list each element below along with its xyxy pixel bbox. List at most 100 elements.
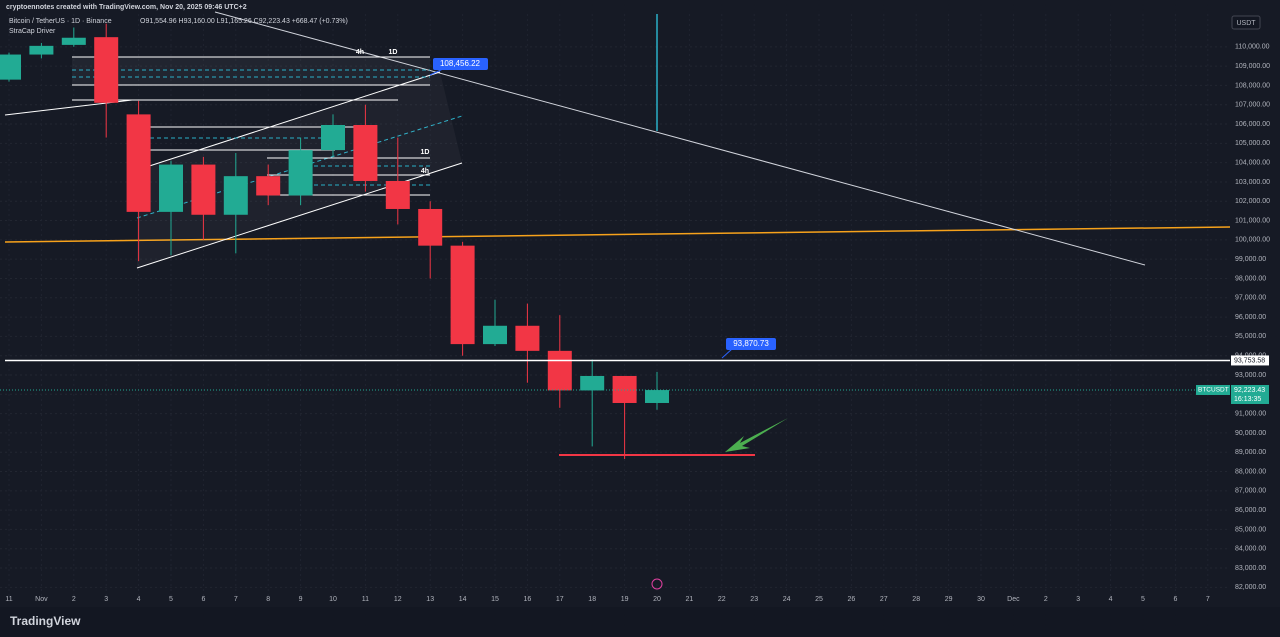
y-tick-label: 90,000.00 — [1235, 430, 1266, 437]
annotation: 4h — [421, 168, 429, 175]
y-tick-label: 109,000.00 — [1235, 63, 1270, 70]
x-tick-label: 7 — [1206, 596, 1210, 603]
candle-body — [418, 208, 443, 246]
callout-box — [726, 338, 776, 350]
trend-line — [214, 11, 1146, 266]
x-tick-label: 3 — [104, 596, 108, 603]
indicator: StraCap Driver — [9, 28, 56, 35]
candle-body — [191, 164, 216, 215]
x-tick-label: 14 — [459, 596, 467, 603]
x-tick-label: 6 — [201, 596, 205, 603]
x-tick-label: 22 — [718, 596, 726, 603]
event-icon — [651, 578, 663, 590]
candle-body — [483, 325, 507, 345]
x-tick-label: 11 — [5, 596, 12, 603]
candle-body — [29, 45, 54, 55]
x-tick-label: 11 — [362, 596, 369, 603]
candle-body — [515, 325, 540, 351]
candle-body — [126, 114, 151, 212]
symbol-title: Bitcoin / TetherUS · 1D · Binance — [9, 18, 112, 25]
annotation: 4h — [356, 49, 364, 56]
currency-box[interactable] — [1231, 15, 1261, 30]
candle-body — [0, 54, 21, 80]
y-tick-label: 101,000.00 — [1235, 217, 1270, 224]
callout-pointer — [721, 348, 733, 359]
y-tick-label: 85,000.00 — [1235, 526, 1266, 533]
x-tick-label: 17 — [556, 596, 564, 603]
y-tick-label: 105,000.00 — [1235, 140, 1270, 147]
x-tick-label: 19 — [621, 596, 629, 603]
annotation: 1D — [421, 149, 430, 156]
symbol-label: BTCUSDT — [1198, 387, 1229, 394]
x-tick-label: 10 — [329, 596, 337, 603]
candle-body — [61, 37, 86, 45]
callout: 108,456.22 — [440, 59, 481, 68]
x-tick-label: 8 — [266, 596, 270, 603]
last-price-box — [1231, 384, 1269, 404]
candle-body — [94, 37, 119, 103]
currency[interactable]: USDT — [1236, 20, 1256, 27]
ohlc: O91,554.96 H93,160.00 L91,165.26 C92,223… — [140, 18, 348, 25]
candle-body — [256, 176, 281, 196]
candle-body — [547, 350, 572, 391]
y-tick-label: 99,000.00 — [1235, 256, 1266, 263]
channel-line — [136, 71, 441, 171]
header: cryptoennotes created with TradingView.c… — [6, 4, 348, 35]
last-price-label: 92,223.43 — [1234, 387, 1265, 394]
y-tick-label: 88,000.00 — [1235, 468, 1266, 475]
candle-body — [580, 375, 605, 391]
callout-box — [433, 58, 488, 70]
x-tick-label: 2 — [1044, 596, 1048, 603]
candle-body — [159, 164, 183, 212]
brand: TradingView — [10, 614, 81, 628]
x-tick-label: Dec — [1007, 596, 1020, 603]
x-tick-label: 30 — [977, 596, 985, 603]
x-tick-label: 15 — [491, 596, 499, 603]
x-tick-label: 2 — [72, 596, 76, 603]
trend-line — [4, 226, 1231, 243]
zone — [72, 57, 430, 85]
x-tick-label: 27 — [880, 596, 888, 603]
price-line-label: 93,753.58 — [1234, 357, 1265, 364]
y-tick-label: 110,000.00 — [1235, 44, 1270, 51]
x-tick-label: 23 — [750, 596, 758, 603]
watermark: cryptoennotes created with TradingView.c… — [6, 4, 247, 11]
y-tick-label: 107,000.00 — [1235, 102, 1270, 109]
y-tick-label: 102,000.00 — [1235, 198, 1270, 205]
x-tick-label: 24 — [783, 596, 791, 603]
x-tick-label: Nov — [35, 596, 48, 603]
x-tick-label: 4 — [1109, 596, 1113, 603]
arrow — [725, 418, 788, 452]
y-tick-label: 98,000.00 — [1235, 275, 1266, 282]
countdown: 16:13:35 — [1234, 396, 1261, 403]
y-tick-label: 108,000.00 — [1235, 82, 1270, 89]
y-tick-label: 106,000.00 — [1235, 121, 1270, 128]
x-tick-label: 28 — [912, 596, 920, 603]
x-tick-label: 25 — [815, 596, 823, 603]
x-tick-label: 9 — [299, 596, 303, 603]
candle-body — [450, 245, 475, 345]
annotation: 1D — [389, 49, 398, 56]
y-tick-label: 89,000.00 — [1235, 449, 1266, 456]
candle-body — [645, 390, 669, 403]
x-tick-label: 3 — [1076, 596, 1080, 603]
x-tick-label: 26 — [848, 596, 856, 603]
symbol-box — [1196, 384, 1230, 395]
footer — [0, 607, 1280, 637]
y-tick-label: 91,000.00 — [1235, 410, 1266, 417]
x-tick-label: 29 — [945, 596, 953, 603]
y-tick-label: 86,000.00 — [1235, 507, 1266, 514]
y-tick-label: 95,000.00 — [1235, 333, 1266, 340]
callout: 93,870.73 — [733, 339, 769, 348]
x-tick-label: 5 — [169, 596, 173, 603]
x-tick-label: 20 — [653, 596, 661, 603]
x-tick-label: 5 — [1141, 596, 1145, 603]
y-tick-label: 104,000.00 — [1235, 159, 1270, 166]
y-tick-label: 82,000.00 — [1235, 584, 1266, 591]
x-tick-label: 16 — [524, 596, 532, 603]
candle-body — [223, 176, 248, 215]
x-tick-label: 6 — [1173, 596, 1177, 603]
candle-body — [385, 180, 410, 209]
